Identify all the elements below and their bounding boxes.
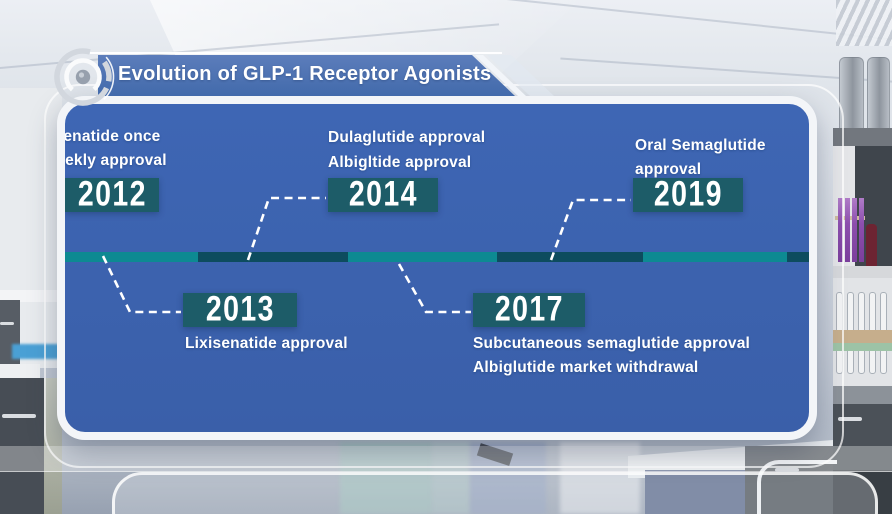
header-deco-line [90,52,502,54]
drawer-handle [775,468,799,472]
year-text: 2017 [494,289,564,329]
drawer-handle [838,417,862,421]
timeline-card-content: Exenatide once weekly approval 2012 2013… [65,104,809,432]
year-box-2012: 2012 [65,174,159,214]
event-label: Albiglutide market withdrawal [473,359,699,376]
drawer-handle [2,414,36,418]
lab-cabinet [0,378,44,514]
blue-counter-strip [12,344,62,359]
timeline-bar [65,252,809,262]
floor-reflection-light [560,442,640,514]
purple-test-tube [838,198,843,262]
year-text: 2019 [653,174,723,214]
purple-test-tube [859,198,864,262]
year-text: 2012 [77,174,147,214]
ceiling-light-fixture [836,0,892,46]
target-circles-icon [51,45,115,109]
shelf-board [833,128,892,146]
shelf-board [833,266,892,278]
counter-shelf [0,364,40,380]
event-label: Dulaglutide approval [328,129,486,146]
event-label: Subcutaneous semaglutide approval [473,335,751,352]
drawer-handle [0,322,14,325]
connector-2019 [549,198,631,261]
connector-2014 [246,196,326,261]
lab-cabinet [0,300,20,370]
timeline-card: Exenatide once weekly approval 2012 2013… [57,96,817,440]
title-banner-shape [98,55,515,96]
floor-reflection-teal [340,442,432,514]
title-banner [98,55,568,96]
event-label: approval [635,161,702,178]
year-box-2014: 2014 [328,174,438,214]
lab-counter [833,386,892,406]
deco-frame-bottom [112,472,878,514]
wooden-rack [833,330,892,343]
floor-reflection-teal [432,442,470,514]
event-label: Lixisenatide approval [185,335,348,352]
year-text: 2014 [348,174,418,214]
test-tube-rack [835,216,865,220]
page-title: Evolution of GLP-1 Receptor Agonists [118,63,492,85]
reagent-bottle [866,224,877,266]
purple-test-tube [852,198,857,262]
cabinet-frame [757,460,837,514]
event-label: Exenatide once [63,128,161,145]
timeline-connectors [101,196,631,314]
event-label: weekly approval [57,152,167,169]
glass-bottle [867,57,890,131]
purple-test-tube [845,198,850,262]
bench-green-strip [833,343,892,351]
connector-2017 [397,263,471,314]
year-box-2013: 2013 [183,289,297,329]
event-label: Oral Semaglutide [635,137,766,154]
connector-2013 [101,255,181,314]
event-label: Albigltide approval [328,154,472,171]
counter-edge [0,290,58,302]
year-box-2017: 2017 [473,289,585,329]
year-box-2019: 2019 [633,174,743,214]
cabinet-panel-blue [645,470,745,514]
year-text: 2013 [205,289,275,329]
